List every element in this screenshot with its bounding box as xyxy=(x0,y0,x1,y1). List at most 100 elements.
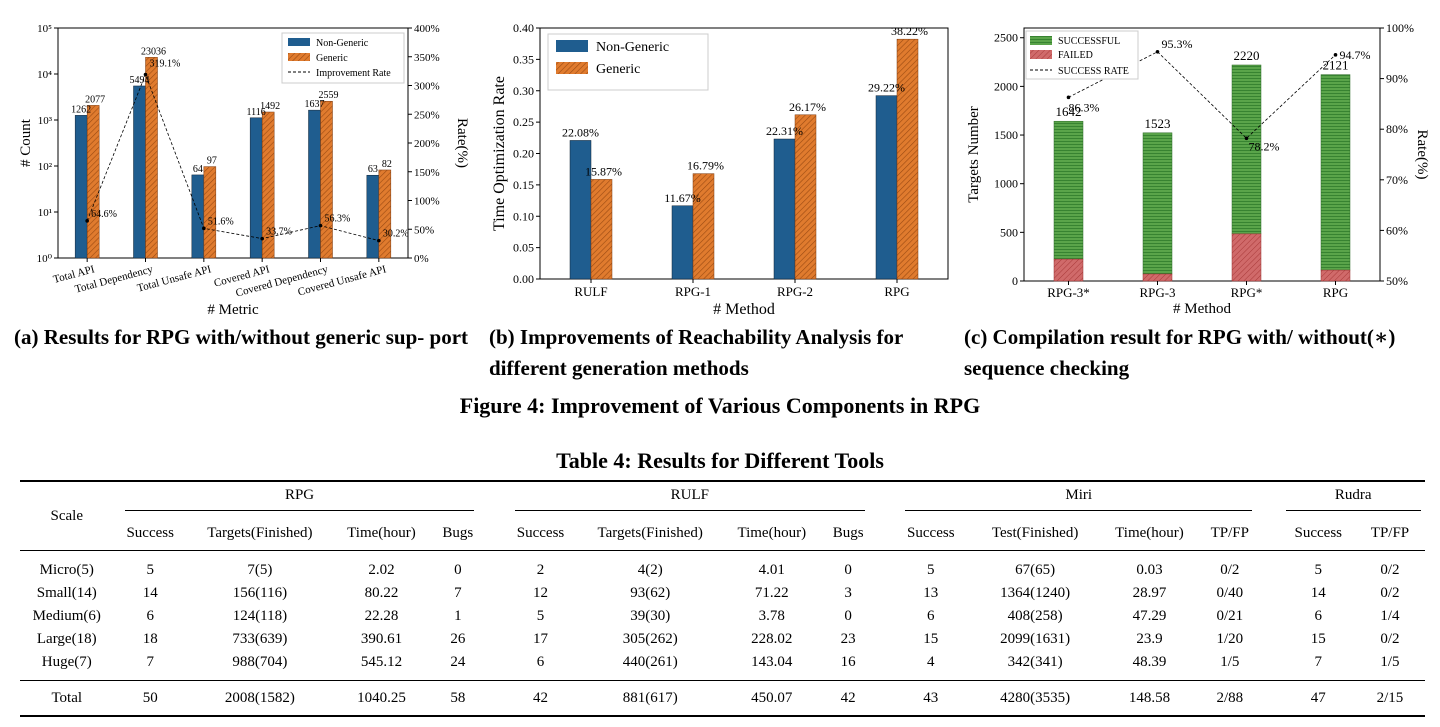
legend-label: Generic xyxy=(316,53,348,64)
caption-c: (c) Compilation result for RPG with/ wit… xyxy=(964,325,1396,380)
table-cell: 7 xyxy=(1314,654,1323,670)
table-row: Large(18) 18 733(639) 390.61 26 17 305(262) 228… xyxy=(20,628,1425,651)
table-cell: 156(116) xyxy=(232,585,288,601)
bar-total-label: 1642 xyxy=(1056,104,1082,119)
table-cell: 0/2 xyxy=(1220,562,1240,578)
x-tick-label: RPG-3 xyxy=(1139,285,1175,300)
total-cell: 43 xyxy=(894,680,968,717)
table-cell: 3.78 xyxy=(758,608,785,624)
table-cell: 1364(1240) xyxy=(1000,585,1071,601)
spacer-cell xyxy=(1263,651,1281,681)
table-cell: Medium(6) xyxy=(32,608,101,624)
y-tick-label: 0.15 xyxy=(513,178,534,192)
spacer-cell xyxy=(876,551,894,583)
table-cell: 14 xyxy=(1310,585,1326,601)
y2-tick-label: 250% xyxy=(414,109,440,121)
table-row: Huge(7) 7 988(704) 545.12 24 6 440(261) 143.04 1… xyxy=(20,651,1425,681)
y-axis-label: # Count xyxy=(18,118,34,167)
bar-non-generic xyxy=(671,205,694,280)
legend-label: SUCCESSFUL xyxy=(1058,36,1120,47)
bar-label: 82 xyxy=(382,159,392,170)
table-cell: 16 xyxy=(840,654,856,670)
group-rulf-text: RULF xyxy=(514,487,865,511)
bar-label: 2559 xyxy=(319,90,339,101)
spacer-cell xyxy=(1263,480,1282,516)
total-cell: 42 xyxy=(503,680,578,717)
x-tick-label: RPG* xyxy=(1231,285,1263,300)
column-header: Bugs xyxy=(442,524,474,541)
bar-label: 1262 xyxy=(71,104,91,115)
spacer-cell xyxy=(1263,628,1281,651)
bar-label: 2077 xyxy=(85,94,105,105)
column-header: Targets(Finished) xyxy=(597,524,703,541)
table-cell: 1/5 xyxy=(1220,654,1240,670)
table-cell: 5 xyxy=(1314,562,1323,578)
y2-tick-label: 70% xyxy=(1386,173,1408,187)
total-cell: 450.07 xyxy=(723,680,821,717)
table-cell: 22.28 xyxy=(364,608,399,624)
y2-tick-label: 400% xyxy=(414,23,440,35)
table-cell: 48.39 xyxy=(1132,654,1167,670)
table-cell: 6 xyxy=(536,654,545,670)
total-cell: 881(617) xyxy=(577,680,724,717)
y2-tick-label: 350% xyxy=(414,52,440,64)
y-tick-label: 0.25 xyxy=(513,115,534,129)
bar-generic xyxy=(320,100,333,259)
spacer-cell xyxy=(486,628,504,651)
spacer-cell xyxy=(486,651,504,681)
rate-label: 86.3% xyxy=(1069,100,1100,114)
table-cell: Huge(7) xyxy=(41,654,92,670)
legend-label: SUCCESS RATE xyxy=(1058,66,1129,77)
y-tick-label: 1500 xyxy=(994,128,1018,142)
column-header: Success xyxy=(516,524,565,541)
group-rpg-text: RPG xyxy=(124,487,475,511)
y-tick-label: 0.00 xyxy=(513,272,534,286)
column-header: Time(hour) xyxy=(1115,524,1184,541)
group-miri-text: Miri xyxy=(905,487,1253,511)
column-header: TP/FP xyxy=(1210,524,1249,541)
table-cell: 47.29 xyxy=(1132,608,1167,624)
table-cell: 0 xyxy=(844,608,852,624)
chart-svg: 0.00 0.05 0.10 0.15 0.20 0.25 0.30 0.35 0.40 22.0… xyxy=(491,21,949,318)
chart-svg: 10⁰ 10¹ 10² 10³ 10⁴ 10⁵ 0% 50% 100% 150% 200% 250% 3… xyxy=(18,23,470,318)
bar-label: 22.31% xyxy=(766,124,803,138)
bar-label: 1116 xyxy=(247,107,266,118)
spacer-cell xyxy=(486,605,504,628)
bar-successful xyxy=(1320,74,1351,271)
table-cell: 0/21 xyxy=(1216,608,1244,624)
bar-label: 15.87% xyxy=(585,164,622,178)
y-tick-label: 10⁰ xyxy=(37,253,53,265)
bar-successful xyxy=(1142,132,1173,275)
table-cell: 2 xyxy=(536,562,545,578)
legend-swatch-successful xyxy=(1030,36,1052,45)
table-cell: 0/2 xyxy=(1380,585,1400,601)
total-cell: 2/88 xyxy=(1196,680,1264,717)
bar-generic xyxy=(896,38,919,280)
bar-generic xyxy=(378,169,392,259)
rate-label: 56.3% xyxy=(325,214,351,225)
table-cell: 2099(1631) xyxy=(1000,631,1071,647)
table-cell: 4 xyxy=(927,654,935,670)
table-cell: 6 xyxy=(1314,608,1323,624)
bar-successful xyxy=(1053,120,1084,260)
bar-label: 64 xyxy=(193,164,203,175)
spacer-cell xyxy=(486,582,504,605)
legend-swatch-failed xyxy=(1030,50,1052,59)
bar-non-generic xyxy=(773,138,796,280)
group-miri: Miri xyxy=(894,480,1264,516)
total-cell: 148.58 xyxy=(1102,680,1197,717)
column-header: TP/FP xyxy=(1370,524,1410,541)
bar-label: 22.08% xyxy=(562,125,599,139)
table-cell: 4.01 xyxy=(758,562,785,578)
bar-generic xyxy=(794,114,817,280)
table-cell: 39(30) xyxy=(630,608,671,624)
rate-label: 51.6% xyxy=(208,216,234,227)
x-tick-label: RPG xyxy=(1323,285,1348,300)
y-tick-label: 0.20 xyxy=(513,147,534,161)
y2-tick-label: 200% xyxy=(414,138,440,150)
table-cell: 7(5) xyxy=(247,562,273,578)
rate-point xyxy=(1333,53,1338,57)
rate-label: 95.3% xyxy=(1162,37,1193,51)
table-row: Small(14) 14 156(116) 80.22 7 12 93(62) 71.22 3 1… xyxy=(20,582,1425,605)
y-tick-label: 0.30 xyxy=(513,84,534,98)
